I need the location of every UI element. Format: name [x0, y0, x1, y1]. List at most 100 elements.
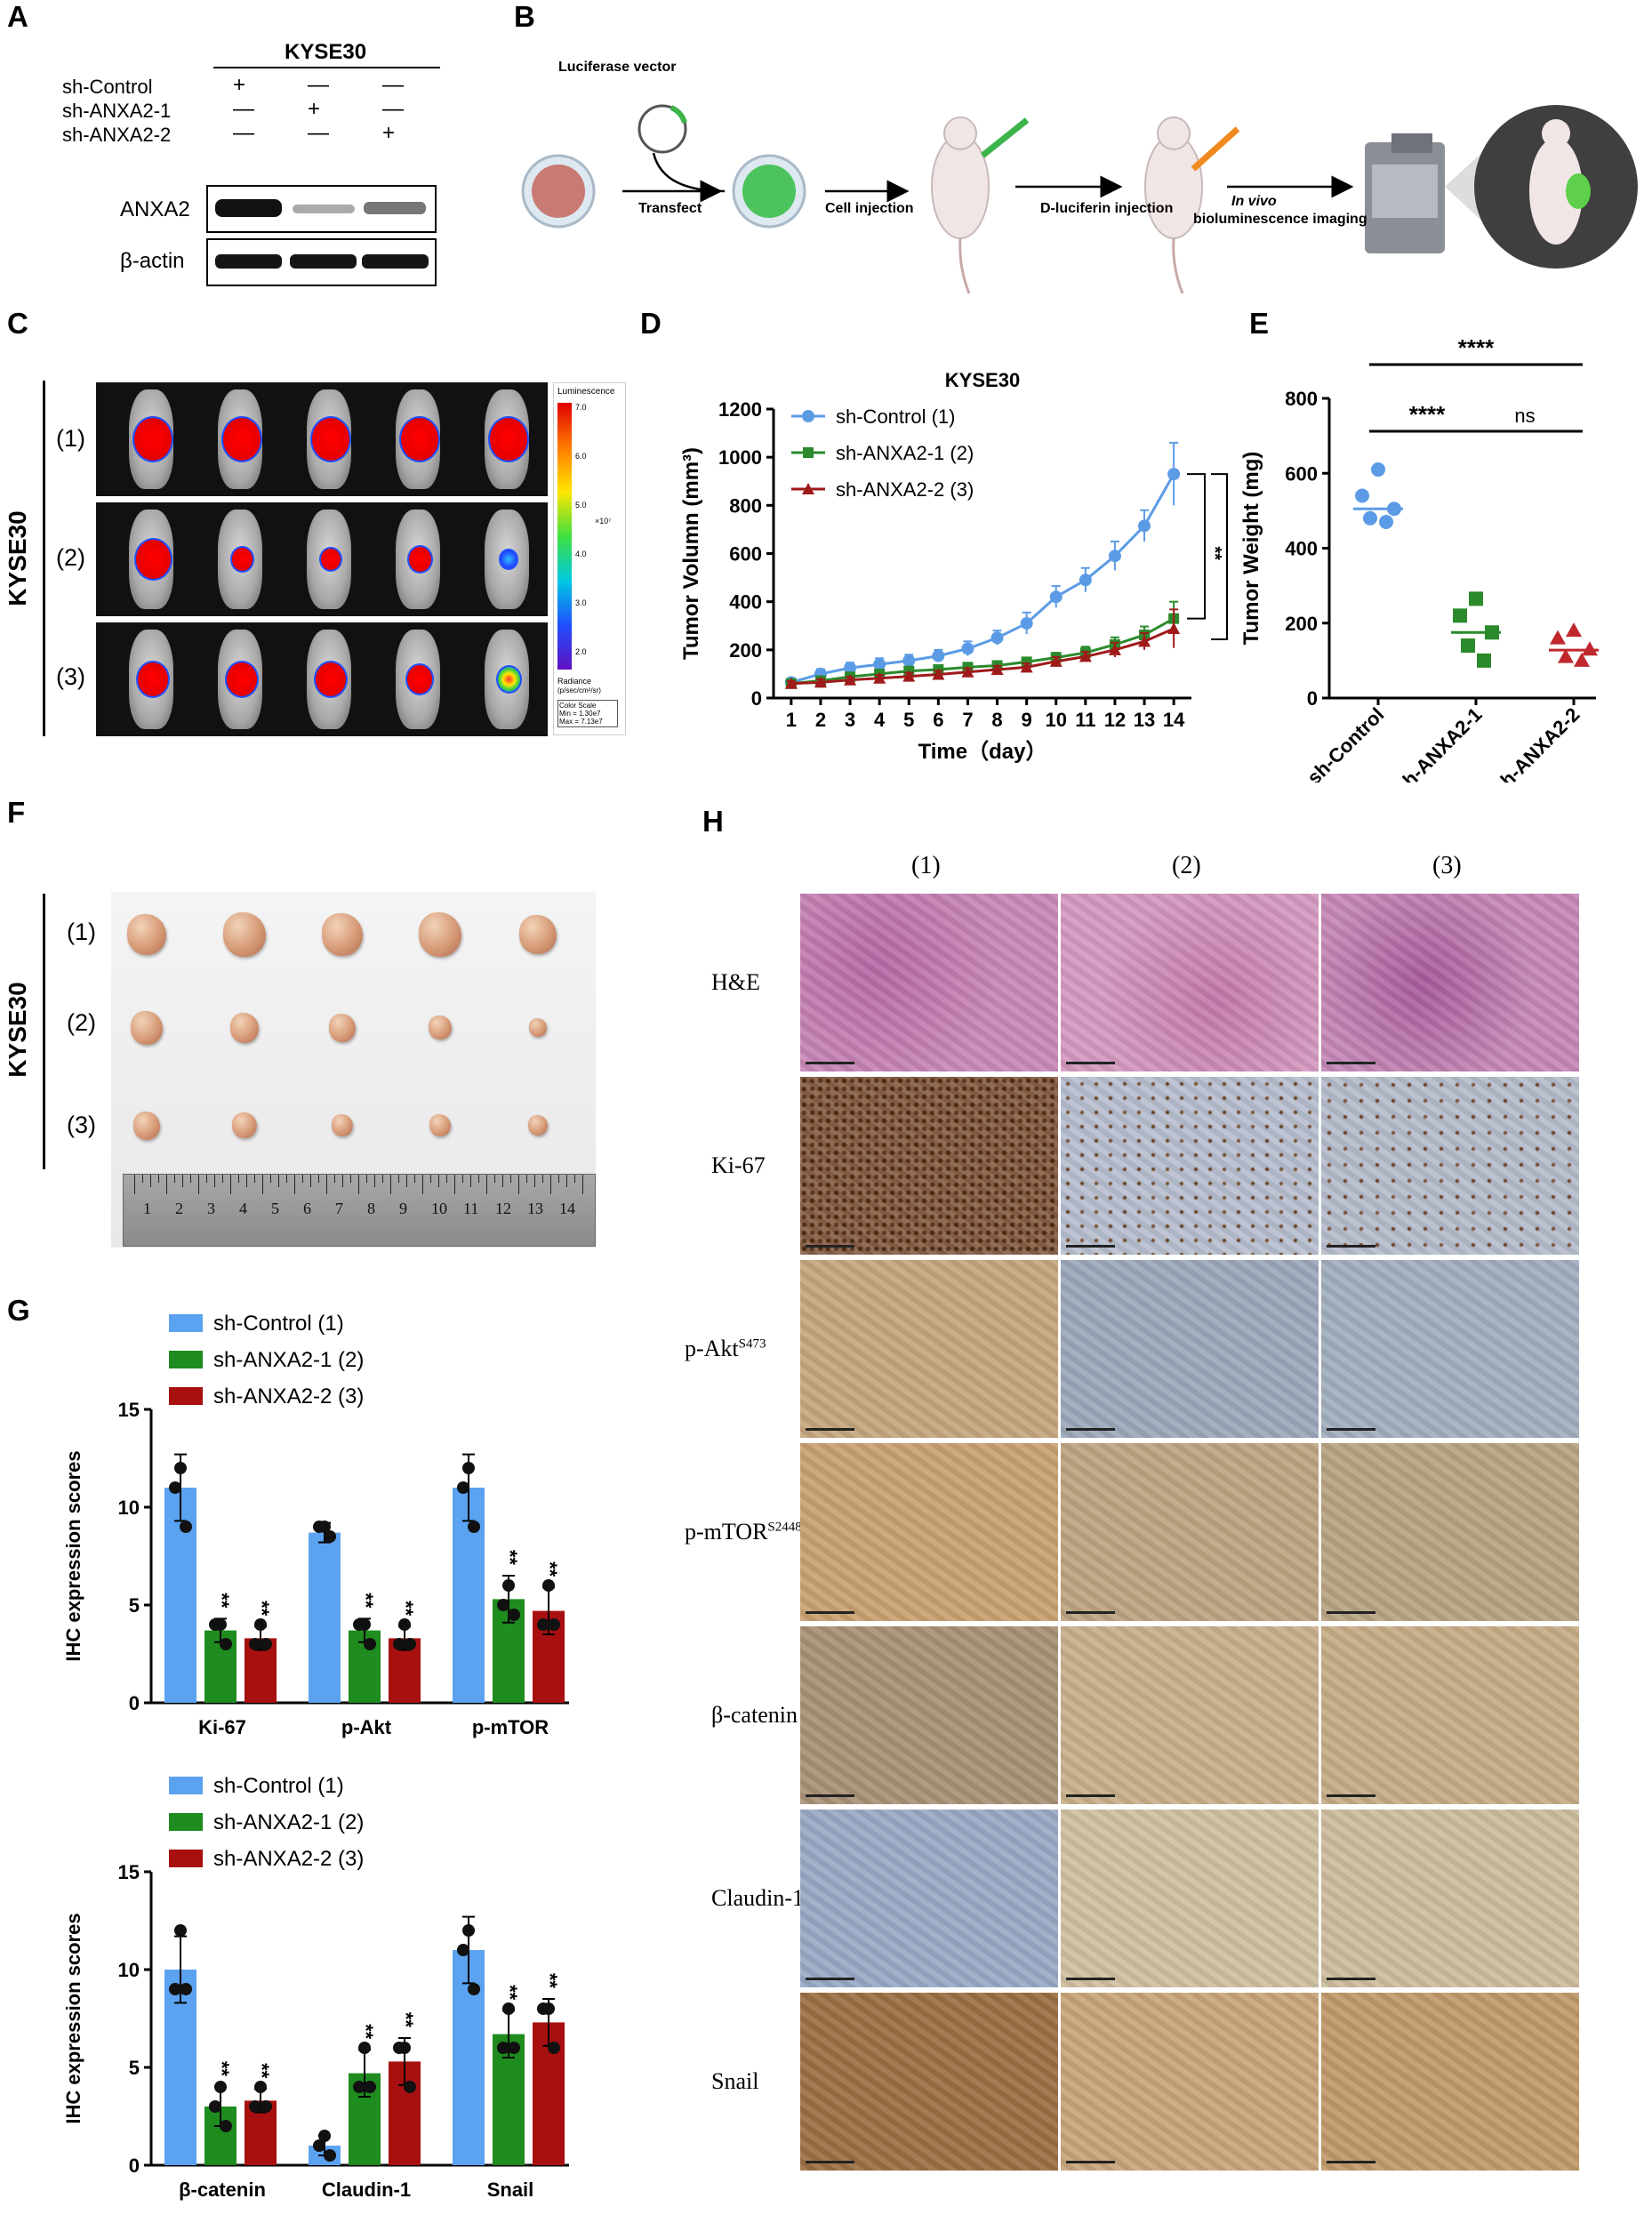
luminescence-signal — [132, 416, 173, 462]
panel-label-a: A — [7, 0, 28, 33]
radiance-units: (p/sec/cm²/sr) — [557, 686, 601, 694]
x-tick-label: 11 — [1075, 709, 1095, 731]
ihc-bar-chart-1: 0 5 10 15 IHC expression scores sh-Control (1… — [62, 1312, 569, 1738]
data-point — [398, 1618, 411, 1631]
blot-band — [362, 254, 429, 269]
y-tick-label: 15 — [118, 1861, 140, 1883]
panel-label-h: H — [702, 805, 724, 838]
ruler-tick — [318, 1175, 319, 1183]
data-point — [254, 1618, 267, 1631]
data-point — [180, 1983, 192, 1995]
legend-label: sh-Control (1) — [213, 1312, 344, 1336]
ruler-tick — [166, 1175, 167, 1194]
legend-label: sh-ANXA2-2 (3) — [213, 1847, 364, 1871]
data-point — [844, 662, 857, 675]
ihc-row-label: Snail — [711, 2068, 758, 2095]
blot-condition-mark: + — [233, 73, 246, 97]
y-tick-label: 0 — [129, 1692, 140, 1714]
blot-condition-mark: + — [382, 121, 396, 145]
data-point — [1387, 502, 1401, 517]
blot-band — [290, 254, 357, 269]
ruler-tick — [398, 1175, 399, 1183]
tissue-texture — [800, 1260, 1058, 1438]
luminescence-signal — [399, 416, 440, 462]
scale-bar — [806, 1245, 854, 1248]
plasmid-icon — [638, 104, 687, 154]
scale-tick: 3.0 — [575, 598, 587, 607]
series-3 — [784, 608, 1181, 689]
ruler-tick — [142, 1175, 143, 1183]
tissue-texture — [800, 894, 1058, 1071]
y-tick-label: 800 — [729, 494, 762, 517]
ruler-number: 13 — [527, 1200, 543, 1217]
data-point — [169, 1983, 181, 1995]
bar — [453, 1950, 485, 2165]
ruler-tick — [358, 1175, 359, 1194]
data-point — [1453, 608, 1467, 623]
data-point — [902, 654, 916, 668]
data-point — [902, 670, 916, 682]
ihc-image — [800, 1993, 1058, 2171]
data-point — [462, 1462, 475, 1474]
scale-bar — [806, 1794, 854, 1797]
ihc-row-label: Ki-67 — [711, 1152, 766, 1179]
data-point — [1469, 591, 1483, 606]
significance-label: **** — [1458, 338, 1495, 361]
tissue-texture — [1321, 1443, 1579, 1621]
ihc-row-label: H&E — [711, 969, 760, 996]
cell-line-side-label: KYSE30 — [4, 510, 31, 606]
data-point — [1550, 630, 1566, 645]
y-axis-label: Tumor Volumn (mm³) — [679, 447, 703, 660]
group-label-1: (1) — [56, 425, 85, 452]
ihc-image — [800, 1077, 1058, 1255]
data-point — [1582, 641, 1598, 656]
ihc-row-label-text: Ki-67 — [711, 1152, 766, 1178]
tissue-texture — [1321, 1260, 1579, 1438]
y-tick-label: 10 — [118, 1959, 140, 1981]
data-point — [249, 1638, 261, 1650]
data-point — [548, 2042, 560, 2054]
significance-label: ** — [1227, 558, 1236, 573]
beta-actin-blot-box — [206, 238, 437, 286]
ruler-tick — [454, 1175, 455, 1194]
blot-label-anxa2: ANXA2 — [120, 197, 190, 221]
ruler-tick — [230, 1175, 231, 1194]
legend-label: sh-Control (1) — [836, 405, 955, 428]
data-point — [1371, 462, 1385, 478]
significance-label: ** — [499, 1985, 521, 2001]
data-point — [932, 649, 945, 662]
data-point — [1574, 652, 1590, 667]
data-point — [1108, 643, 1121, 655]
color-scale-box: Color Scale Min = 1.30e7 Max = 7.13e7 — [557, 700, 618, 727]
luminescence-signal — [314, 661, 348, 698]
ruler-number: 8 — [367, 1200, 375, 1217]
ihc-row-label-text: β-catenin — [711, 1702, 798, 1728]
ihc-column-header: (1) — [911, 852, 941, 879]
tissue-texture — [1061, 1260, 1319, 1438]
data-point — [209, 2100, 221, 2113]
x-tick-label: sh-ANXA2-1 — [1391, 703, 1487, 782]
ihc-image — [800, 1260, 1058, 1438]
transfected-cells-icon — [742, 165, 796, 218]
data-point — [844, 673, 857, 686]
blot-condition-mark: — — [382, 73, 404, 97]
scale-bar — [1066, 1794, 1115, 1797]
luminescence-signal — [319, 547, 342, 572]
data-point — [318, 2130, 331, 2142]
data-point — [174, 1462, 187, 1474]
tumor — [127, 914, 166, 955]
data-point — [313, 1521, 325, 1533]
label-transfect: Transfect — [638, 201, 702, 216]
ruler-tick — [246, 1175, 247, 1187]
ruler-tick — [574, 1175, 575, 1183]
data-point — [364, 1638, 376, 1650]
y-tick-label: 400 — [1285, 538, 1318, 560]
color-scale-min: Min = 1.30e7 — [559, 710, 601, 718]
y-tick-label: 1200 — [718, 398, 762, 421]
bar — [453, 1488, 485, 1703]
ruler-number: 2 — [175, 1200, 183, 1217]
legend-label: sh-ANXA2-2 (3) — [836, 478, 974, 501]
x-tick-label: 7 — [962, 709, 973, 731]
blot-condition-mark: — — [382, 97, 404, 121]
tissue-texture — [1061, 1810, 1319, 1987]
